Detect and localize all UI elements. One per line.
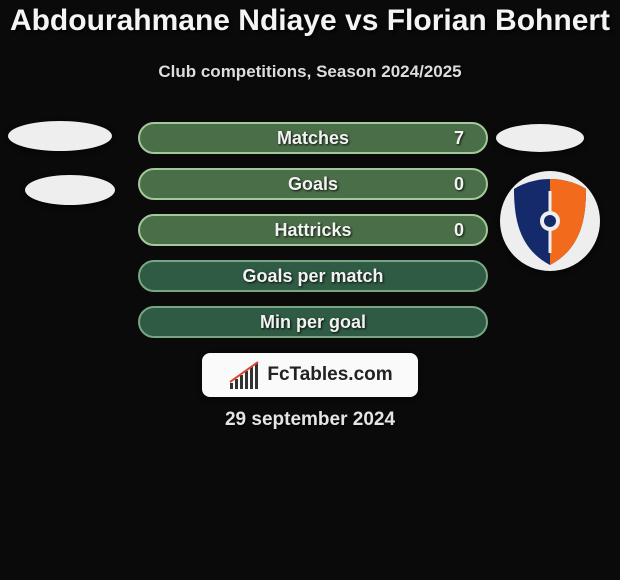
fctables-logo-text: FcTables.com [267,364,392,386]
comparison-subtitle: Club competitions, Season 2024/2025 [0,62,620,82]
stat-label: Goals per match [242,266,383,287]
comparison-title: Abdourahmane Ndiaye vs Florian Bohnert [0,6,620,36]
fctables-chart-icon [227,361,261,389]
stat-row-hattricks: Hattricks 0 [138,214,488,246]
stat-label: Goals [288,174,338,195]
stat-row-goals: Goals 0 [138,168,488,200]
club-shield-icon [500,171,600,271]
club-badge [500,171,600,271]
left-ellipse-0 [8,121,112,151]
right-small-ellipse [496,124,584,152]
stat-row-min-per-goal: Min per goal [138,306,488,338]
stat-row-goals-per-match: Goals per match [138,260,488,292]
stat-label: Min per goal [260,312,366,333]
left-ellipse-1 [25,175,115,205]
comparison-date: 29 september 2024 [0,409,620,431]
comparison-card: { "title": { "text": "Abdourahmane Ndiay… [0,0,620,580]
stat-value: 0 [454,220,464,241]
stat-label: Matches [277,128,349,149]
stat-value: 0 [454,174,464,195]
stat-row-matches: Matches 7 [138,122,488,154]
stat-value: 7 [454,128,464,149]
fctables-logo: FcTables.com [202,353,418,397]
stat-label: Hattricks [274,220,351,241]
